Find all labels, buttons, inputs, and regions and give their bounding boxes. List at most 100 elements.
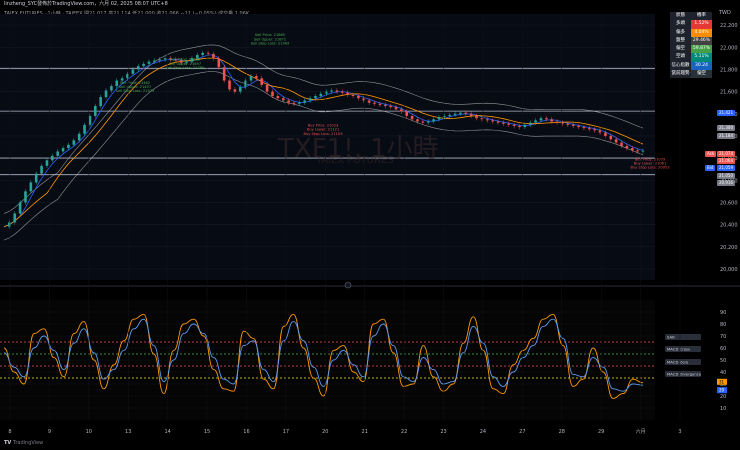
candle-body: [163, 58, 167, 60]
row-value: 偏空: [691, 70, 712, 79]
x-tick-label: 六月: [636, 428, 646, 435]
price-tag: 21,300: [717, 125, 735, 131]
candle-body: [276, 96, 280, 99]
annotation-line: Sell Upper: 21872: [254, 37, 286, 41]
row-name: 信心指數: [670, 61, 691, 71]
candle-body: [620, 142, 623, 146]
candle-body: [281, 98, 285, 101]
table-row: 偏空 59.87%: [670, 45, 712, 54]
x-tick-label: 27: [519, 429, 525, 435]
candle-body: [459, 112, 462, 114]
candle-body: [190, 58, 194, 62]
price-tag: 20,916: [717, 180, 735, 186]
candle-body: [588, 128, 591, 130]
candle-body: [319, 93, 323, 97]
price-tag: 21,059: [717, 165, 735, 171]
row-name: 盤整: [670, 36, 691, 46]
annotation-line: Buy Lower: 21061: [634, 162, 667, 166]
row-value: 5.11%: [691, 53, 712, 62]
candle-body: [249, 76, 253, 81]
candle-body: [61, 148, 65, 152]
table-row: 偏多 4.04%: [670, 28, 712, 37]
candle-body: [93, 105, 97, 116]
oscillator-tick-label: 70: [720, 334, 726, 340]
x-tick-label: 9: [48, 429, 51, 435]
x-tick-label: 28: [559, 429, 565, 435]
annotation-line: Sell Stop Loss: 21969: [251, 42, 290, 46]
annotation-line: Buy Price: 21023: [308, 123, 339, 127]
candle-body: [555, 121, 559, 123]
row-name: 偏空: [670, 45, 691, 54]
candle-body: [335, 90, 339, 92]
candle-body: [346, 92, 349, 95]
osc-label: MACD Zero: [667, 360, 689, 365]
candle-body: [271, 91, 274, 97]
candle-body: [394, 107, 398, 110]
price-tag-label: Bid: [705, 165, 716, 171]
price-tick-label: 20,000: [720, 267, 738, 273]
x-tick-label: 14: [164, 429, 170, 435]
x-tick-label: 10: [86, 429, 92, 435]
x-tick-label: 13: [125, 429, 131, 435]
candle-body: [609, 135, 613, 140]
candle-body: [614, 139, 618, 143]
candle-body: [539, 118, 543, 121]
candle-body: [51, 155, 54, 161]
candle-body: [383, 104, 387, 106]
price-tick-label: 20,400: [720, 223, 738, 229]
candle-body: [469, 113, 473, 116]
candle-body: [45, 160, 49, 166]
price-tick-label: 22,200: [720, 23, 738, 29]
candle-body: [67, 144, 70, 149]
price-tag: 21,050: [717, 173, 735, 179]
candle-body: [464, 112, 468, 114]
header-state: 狀態: [676, 13, 685, 18]
candle-body: [448, 114, 451, 116]
candle-body: [523, 124, 527, 128]
candle-body: [196, 55, 199, 59]
candle-body: [13, 213, 17, 223]
footer-brand[interactable]: TV TradingView: [4, 440, 43, 446]
candle-body: [179, 60, 183, 63]
candle-body: [571, 124, 575, 126]
candle-body: [18, 202, 22, 214]
candle-body: [169, 58, 172, 60]
oscillator-series-d: [3, 318, 644, 392]
candle-body: [185, 61, 188, 63]
candle-body: [367, 100, 371, 103]
candle-body: [99, 97, 102, 106]
row-value: 4.04%: [691, 28, 712, 37]
annotation-line: Sell Price: 21462: [120, 81, 150, 85]
candle-body: [512, 124, 516, 126]
candle-body: [604, 132, 607, 136]
annotation-line: Buy Stop Loss: 20953: [631, 166, 670, 170]
osc-value-tag-orange: [717, 378, 727, 385]
band-upper: [3, 44, 644, 214]
annotation-line: Sell Stop Loss: 21575: [116, 89, 155, 93]
osc-label-box: [665, 346, 701, 352]
annotation-line: Sell Upper: 21457: [119, 85, 151, 89]
x-tick-label: 23: [440, 429, 446, 435]
annotation-line: Buy Lower: 21121: [307, 128, 340, 132]
candle-body: [400, 109, 403, 112]
table-row: 信心指數 30.24: [670, 61, 712, 71]
row-value: 59.87%: [691, 45, 712, 54]
candle-body: [373, 102, 376, 104]
price-tag: 21,421: [717, 110, 735, 116]
candle-body: [120, 78, 124, 81]
oscillator-series-k: [3, 313, 644, 399]
candle-body: [136, 66, 140, 70]
candle-body: [233, 89, 237, 92]
candle-body: [496, 121, 500, 123]
candle-body: [561, 122, 564, 124]
table-row: 當前趨勢 偏空: [670, 70, 712, 79]
candle-body: [593, 129, 596, 131]
annotation-line: Sell Price: 21865: [255, 33, 285, 37]
top-bar: linzheng_SYC發佈於TradingView.com，六月 02, 20…: [0, 0, 740, 9]
candle-body: [153, 60, 156, 62]
row-value: 29.46%: [691, 36, 712, 46]
candle-body: [502, 122, 505, 124]
candle-body: [410, 115, 414, 120]
candle-body: [443, 115, 446, 118]
